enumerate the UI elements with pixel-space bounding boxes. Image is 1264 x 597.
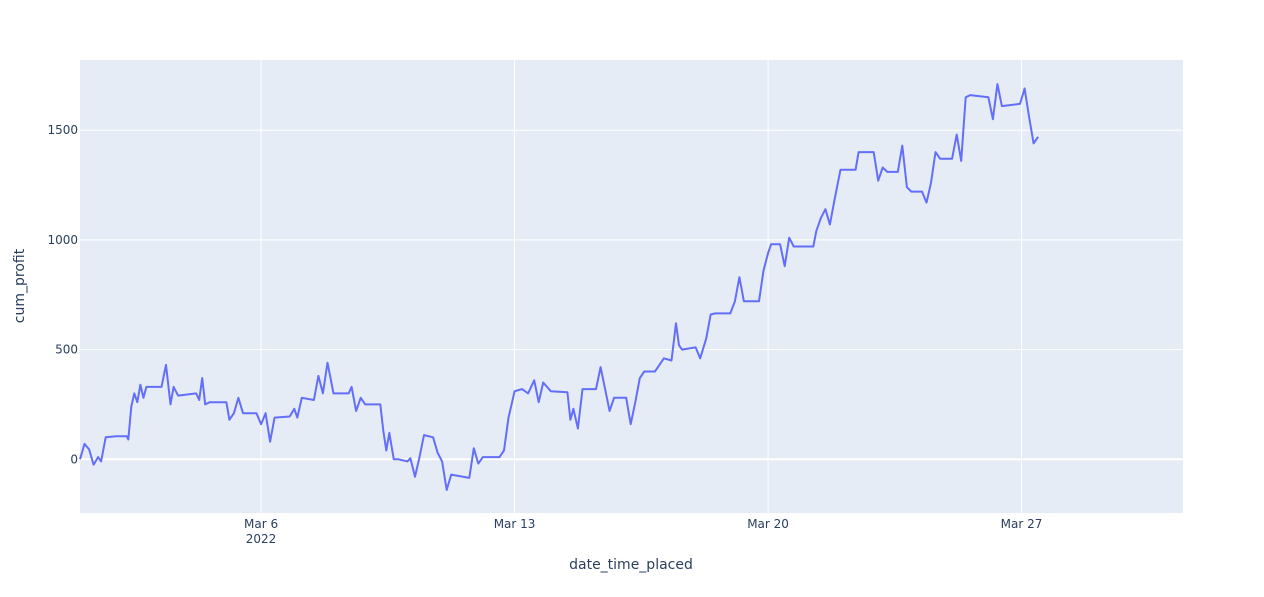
y-tick-label: 500: [55, 343, 78, 357]
x-tick-label: Mar 6: [244, 517, 278, 531]
y-tick-label: 1500: [47, 123, 78, 137]
x-tick-label: Mar 20: [747, 517, 789, 531]
y-tick-label: 0: [70, 452, 78, 466]
series-layer: [79, 83, 1039, 491]
grid-lines: [80, 60, 1183, 513]
series-line-cum-profit: [79, 83, 1039, 491]
x-tick-label: Mar 13: [494, 517, 536, 531]
x-tick-label: Mar 27: [1001, 517, 1043, 531]
plot-background: [80, 60, 1183, 513]
x-tick-year-label: 2022: [246, 532, 277, 546]
y-tick-label: 1000: [47, 233, 78, 247]
y-axis-title: cum_profit: [12, 248, 28, 323]
x-axis-title: date_time_placed: [569, 557, 693, 573]
y-tick-labels: 0 500 1000 1500: [47, 123, 78, 466]
